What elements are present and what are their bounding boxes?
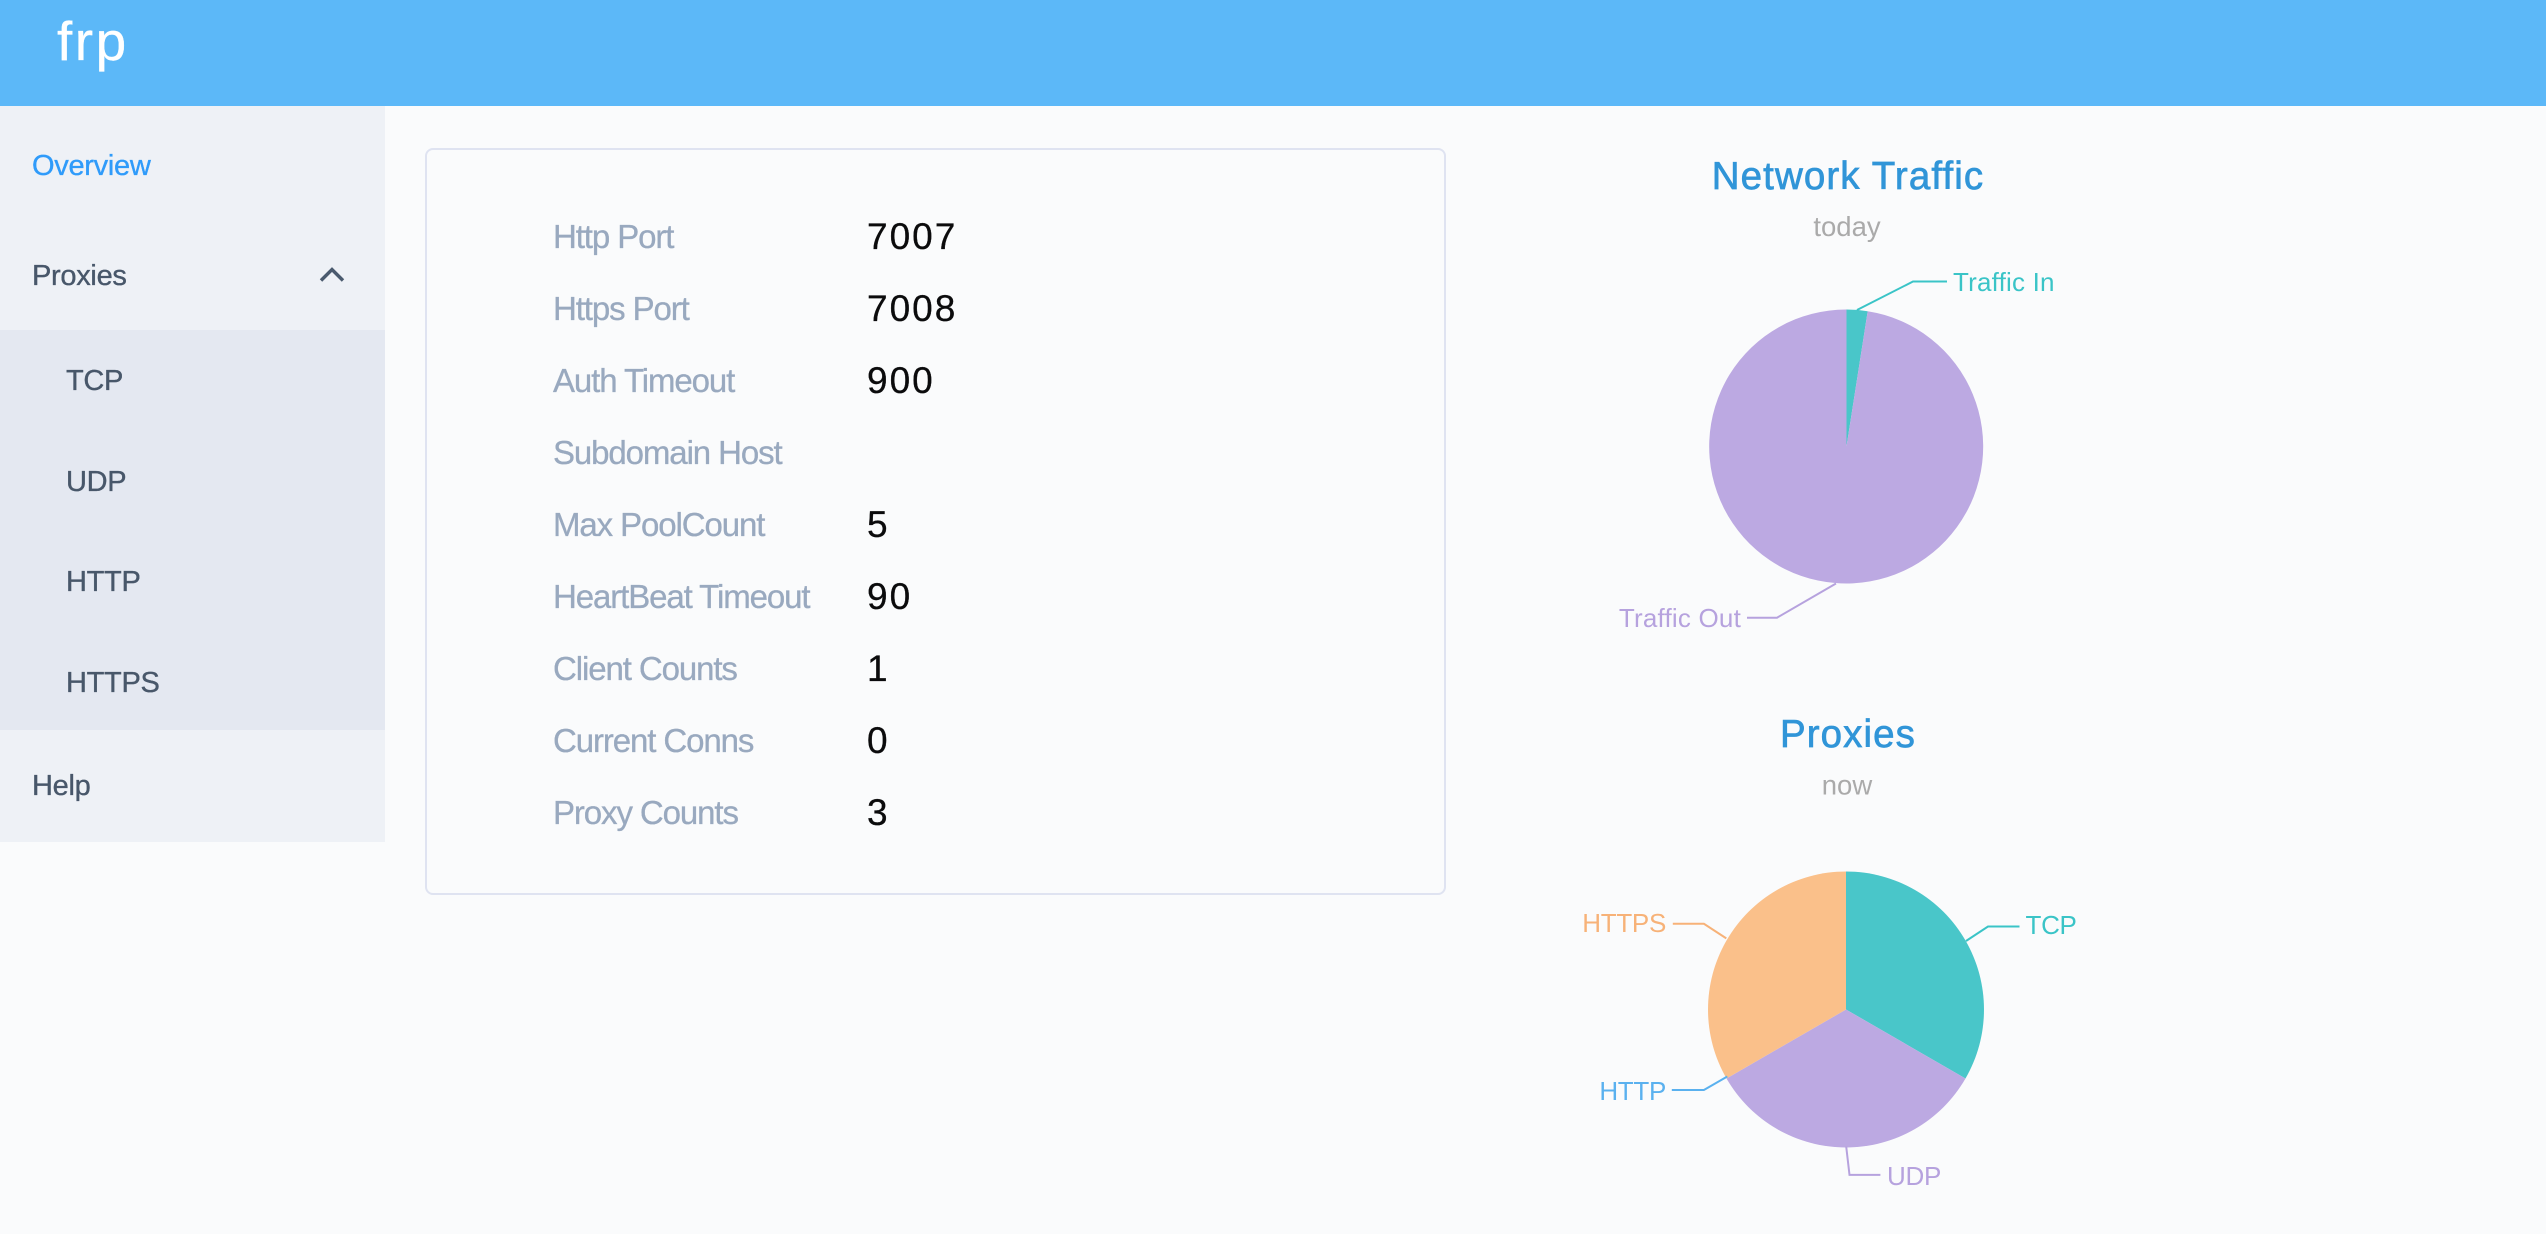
svg-text:today: today xyxy=(1813,211,1881,242)
svg-text:Traffic In: Traffic In xyxy=(1953,267,2055,297)
svg-text:TCP: TCP xyxy=(2026,910,2077,940)
svg-text:Traffic Out: Traffic Out xyxy=(1619,603,1742,633)
svg-text:Network Traffic: Network Traffic xyxy=(1712,155,1985,198)
svg-text:now: now xyxy=(1822,770,1873,801)
svg-text:HTTPS: HTTPS xyxy=(1582,908,1666,938)
svg-text:HTTP: HTTP xyxy=(1599,1076,1666,1106)
svg-text:Proxies: Proxies xyxy=(1780,713,1916,756)
svg-text:UDP: UDP xyxy=(1887,1161,1941,1191)
